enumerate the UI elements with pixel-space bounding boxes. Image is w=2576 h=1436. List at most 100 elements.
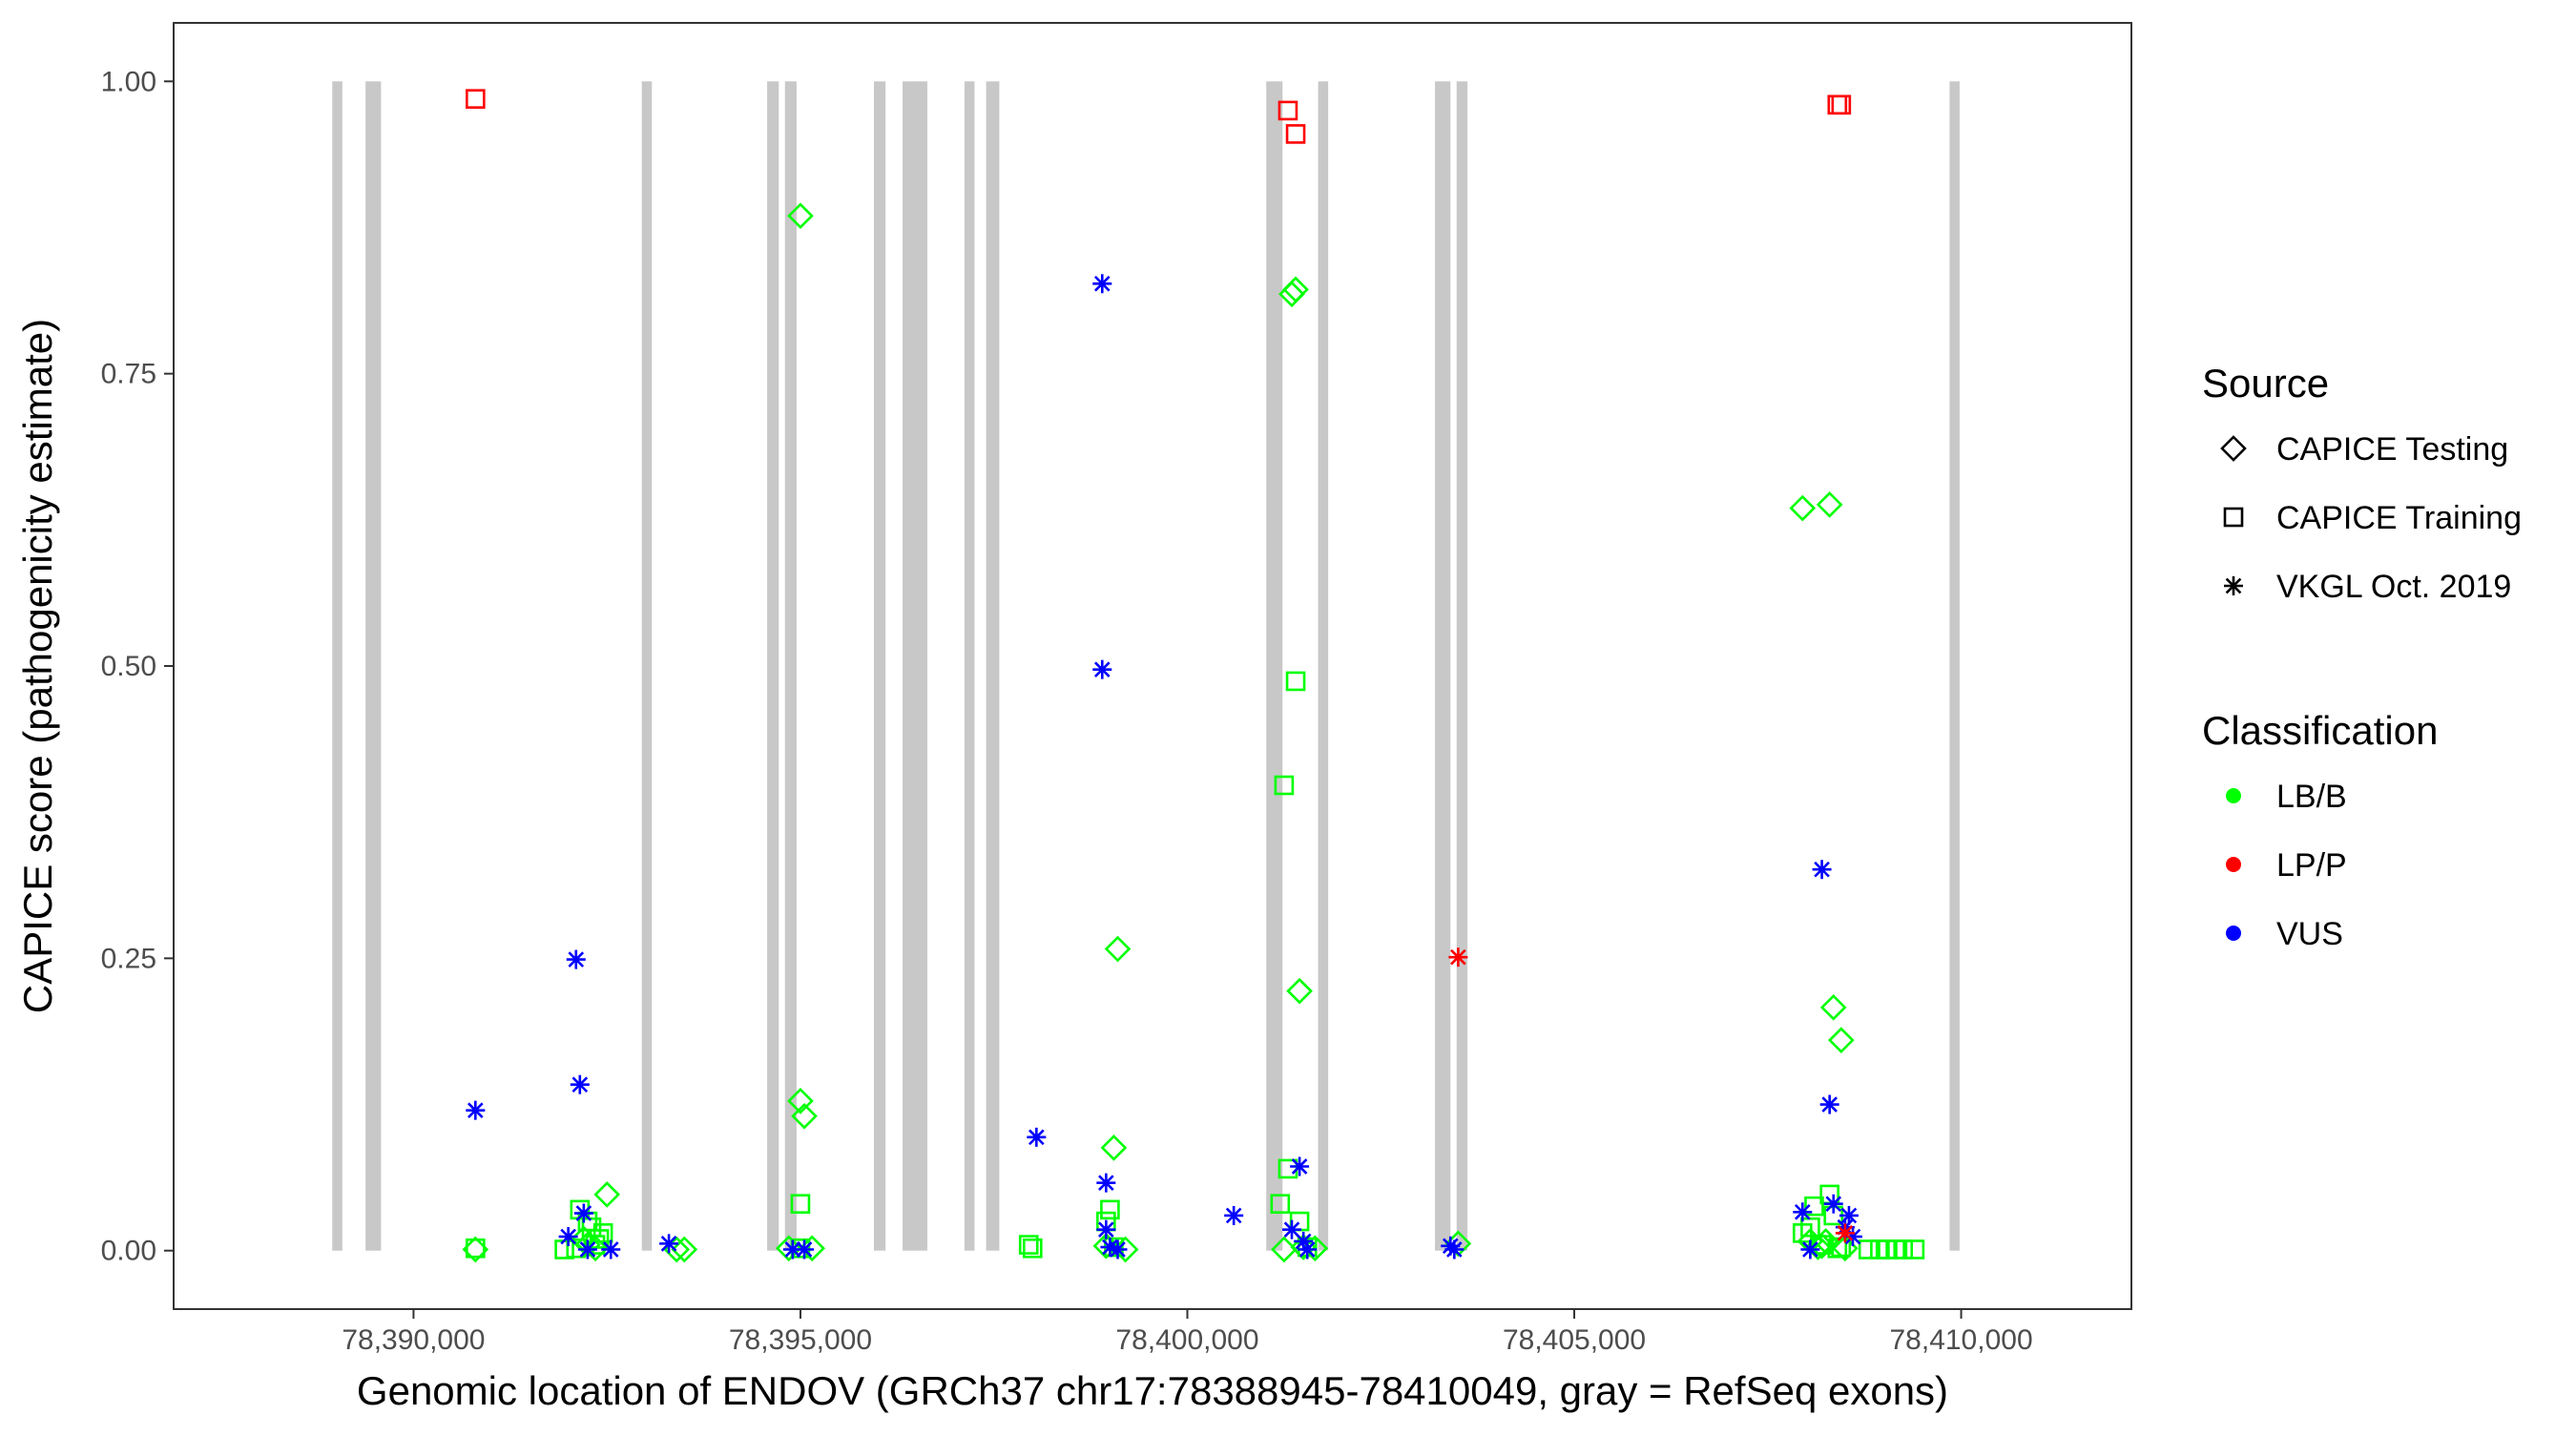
data-point-3-14 xyxy=(1096,1219,1116,1239)
data-point-2-0 xyxy=(462,1236,489,1263)
legend-source-key-0 xyxy=(2220,435,2247,462)
data-point-3-28-stroke-3 xyxy=(1825,1196,1842,1213)
data-point-3-3 xyxy=(570,1074,590,1094)
data-point-2-27 xyxy=(1819,993,1847,1021)
data-point-4-1 xyxy=(1835,1223,1855,1243)
data-point-1-16 xyxy=(1270,1194,1291,1215)
y-tick-label-3: 0.75 xyxy=(101,359,156,390)
data-point-3-4 xyxy=(573,1203,593,1223)
data-point-3-5-stroke-3 xyxy=(579,1241,596,1258)
x-tick-label-3: 78,405,000 xyxy=(1503,1324,1646,1356)
data-point-1-30 xyxy=(1858,1239,1879,1259)
y-tick-label-4: 1.00 xyxy=(101,66,156,97)
data-point-3-27 xyxy=(1819,1094,1839,1114)
data-point-4-0-stroke-3 xyxy=(1450,948,1466,966)
legend-class-key-2 xyxy=(2226,926,2241,941)
data-point-2-19 xyxy=(1286,977,1313,1005)
data-point-1-17 xyxy=(1274,775,1295,796)
point-layer xyxy=(462,89,1925,1263)
legend-source-key-2 xyxy=(2224,576,2243,595)
data-point-2-23 xyxy=(1789,494,1817,522)
data-point-3-17 xyxy=(1224,1205,1244,1225)
data-point-3-21 xyxy=(1298,1239,1318,1259)
data-point-3-16-stroke-3 xyxy=(1110,1241,1126,1258)
data-point-4-0 xyxy=(1448,947,1468,968)
data-point-3-26 xyxy=(1812,860,1832,880)
legend-source-label-0: CAPICE Testing xyxy=(2276,431,2508,468)
exon-band-2 xyxy=(641,81,653,1251)
data-point-3-11 xyxy=(1092,274,1112,294)
data-point-3-9 xyxy=(795,1239,815,1259)
legend-class-label-1: LP/P xyxy=(2276,847,2347,884)
data-point-2-14 xyxy=(1104,935,1132,963)
data-point-3-31-stroke-3 xyxy=(1844,1228,1861,1245)
data-point-1-23 xyxy=(1800,1217,1820,1238)
y-tick-label-0: 0.00 xyxy=(101,1236,156,1267)
data-point-3-9-stroke-3 xyxy=(796,1241,813,1258)
x-tick-label-4: 78,410,000 xyxy=(1889,1324,2032,1356)
data-point-2-28 xyxy=(1828,1027,1855,1053)
data-point-3-19 xyxy=(1290,1156,1310,1176)
legend-class-label-0: LB/B xyxy=(2276,779,2347,815)
legend-source-key-2-stroke-3 xyxy=(2225,577,2242,594)
exon-band-9 xyxy=(1266,81,1283,1251)
data-point-1-35 xyxy=(1904,1239,1925,1259)
legend-class-key-0 xyxy=(2226,788,2241,803)
data-point-3-23 xyxy=(1444,1239,1465,1259)
data-point-0-4 xyxy=(1831,94,1852,115)
data-point-3-15 xyxy=(1100,1238,1120,1258)
data-point-2-10 xyxy=(791,1102,818,1130)
y-tick-label-2: 0.50 xyxy=(101,651,156,682)
data-point-1-7 xyxy=(589,1229,610,1249)
data-point-1-8 xyxy=(592,1223,613,1243)
data-point-3-10 xyxy=(1027,1127,1047,1147)
legend-source-label-2: VKGL Oct. 2019 xyxy=(2276,569,2511,605)
data-point-2-31 xyxy=(1808,1232,1836,1259)
data-point-3-19-stroke-3 xyxy=(1291,1158,1308,1175)
data-point-2-6 xyxy=(671,1236,698,1263)
data-point-3-18-stroke-3 xyxy=(1283,1221,1300,1238)
data-point-3-1 xyxy=(558,1227,578,1247)
exon-band-5 xyxy=(874,81,886,1251)
exon-band-12 xyxy=(1456,81,1468,1251)
legend-source: Source CAPICE Testing CAPICE Training VKGL… xyxy=(2202,361,2522,605)
exon-band-3 xyxy=(767,81,779,1251)
data-point-3-2-stroke-3 xyxy=(568,951,585,968)
data-point-3-25-stroke-3 xyxy=(1802,1241,1818,1258)
exon-band-0 xyxy=(332,81,343,1251)
legend-classification: Classification LB/B LP/P VUS xyxy=(2202,708,2438,952)
data-point-3-2 xyxy=(566,949,586,969)
data-point-3-17-stroke-3 xyxy=(1225,1207,1242,1224)
data-point-3-12-stroke-3 xyxy=(1093,661,1111,677)
data-point-2-20 xyxy=(1290,1234,1317,1260)
data-point-4-1-stroke-3 xyxy=(1837,1225,1854,1241)
data-point-3-3-stroke-3 xyxy=(571,1076,589,1093)
data-point-2-8 xyxy=(787,202,814,230)
y-axis-title: CAPICE score (pathogenicity estimate) xyxy=(15,319,60,1013)
data-point-2-26 xyxy=(1816,491,1843,518)
data-point-3-11-stroke-3 xyxy=(1093,275,1111,292)
data-point-2-9 xyxy=(787,1088,814,1114)
exon-band-4 xyxy=(784,81,797,1251)
y-tick-label-1: 0.25 xyxy=(101,943,156,974)
exon-band-1 xyxy=(365,81,382,1251)
data-point-3-8-stroke-3 xyxy=(784,1241,801,1258)
legend-source-title: Source xyxy=(2202,361,2329,406)
data-point-3-25 xyxy=(1800,1239,1820,1259)
exon-band-7 xyxy=(964,81,975,1251)
data-point-2-18 xyxy=(1282,276,1309,303)
x-axis-title: Genomic location of ENDOV (GRCh37 chr17:… xyxy=(357,1368,1948,1413)
legend-source-label-1: CAPICE Training xyxy=(2276,500,2522,536)
exon-band-13 xyxy=(1949,81,1960,1251)
x-tick-label-2: 78,400,000 xyxy=(1115,1324,1258,1356)
data-point-3-0-stroke-3 xyxy=(467,1102,484,1118)
data-point-1-19 xyxy=(1285,671,1306,692)
data-point-3-1-stroke-3 xyxy=(560,1228,576,1245)
data-point-2-13 xyxy=(1100,1134,1128,1161)
legend-classification-title: Classification xyxy=(2202,708,2438,753)
data-point-1-12 xyxy=(1022,1238,1043,1259)
data-point-3-4-stroke-3 xyxy=(575,1205,592,1221)
y-axis: 0.00 0.25 0.50 0.75 1.00 xyxy=(101,66,174,1267)
